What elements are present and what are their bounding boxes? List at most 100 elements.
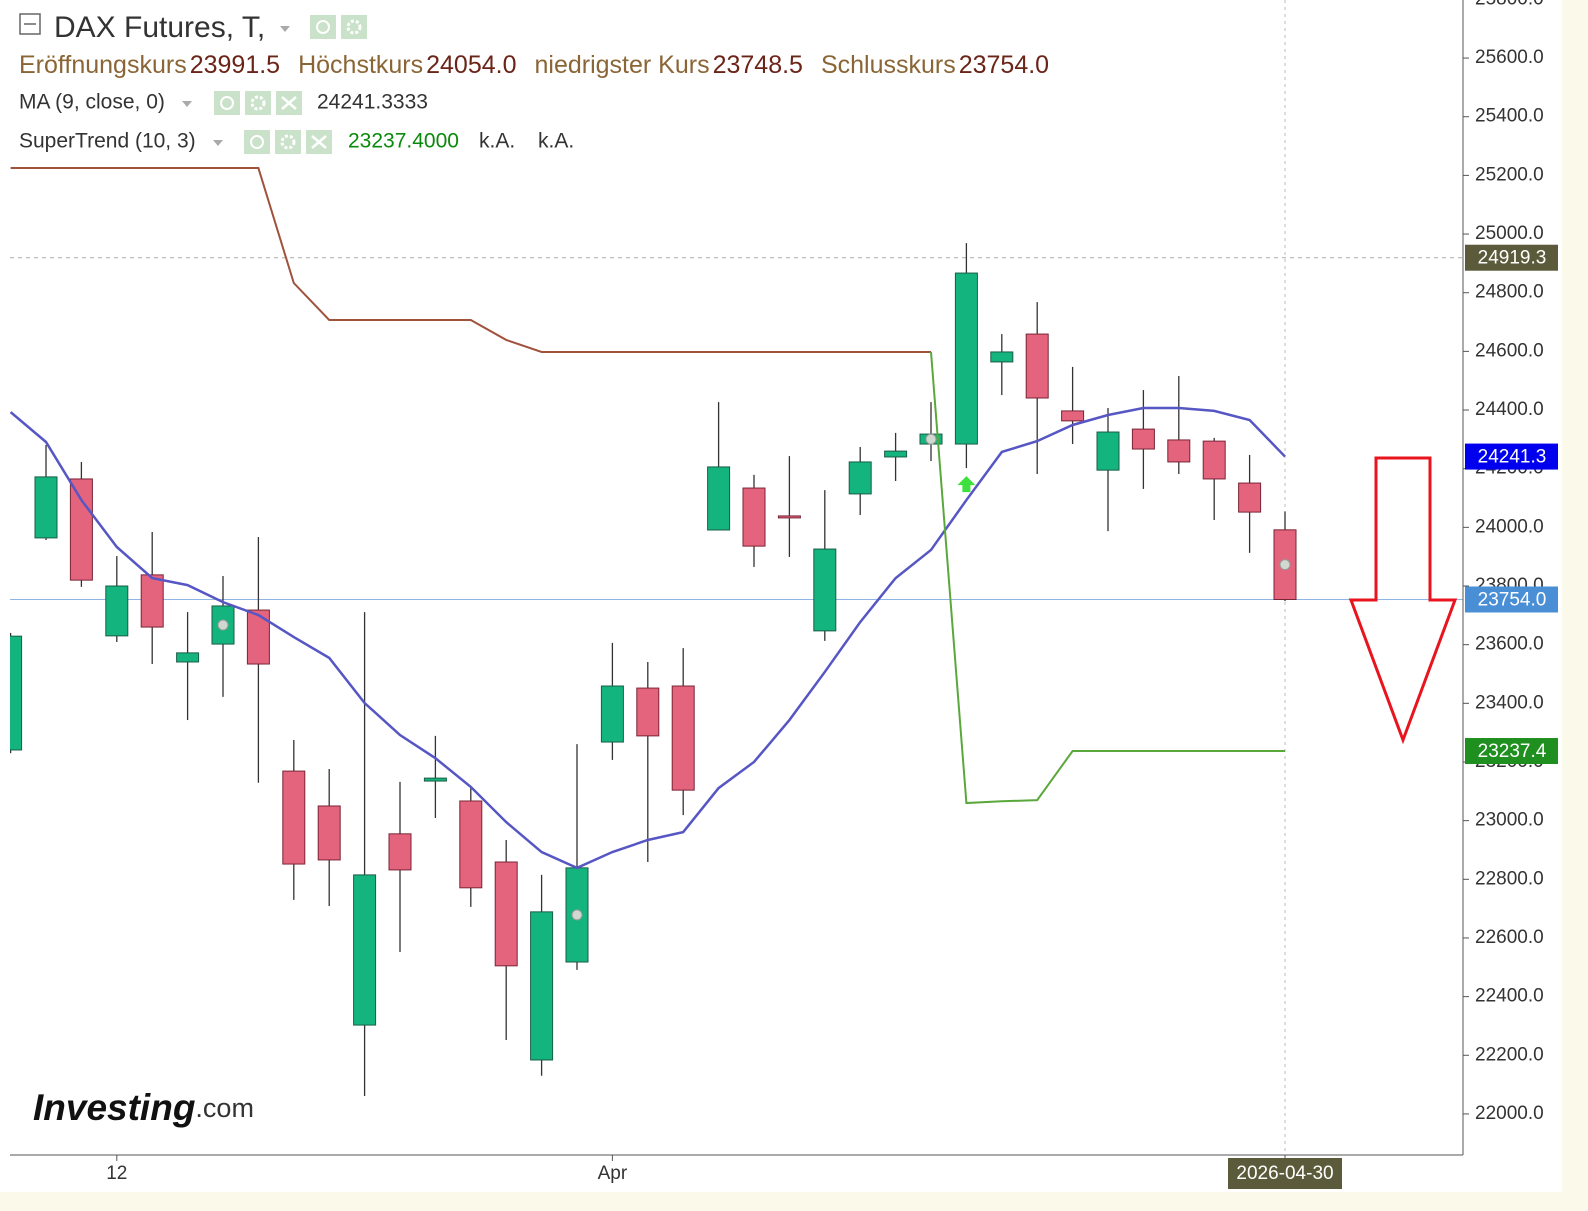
candle-body	[10, 635, 23, 751]
y-tick-label: 22400.0	[1475, 986, 1544, 1007]
settings-icon[interactable]	[341, 15, 367, 39]
ohlc-label: Eröffnungskurs	[19, 51, 187, 79]
price-tag	[1465, 738, 1558, 765]
supertrend-line	[10, 167, 931, 353]
y-tick-label: 22600.0	[1475, 927, 1544, 948]
candle-body	[742, 487, 766, 547]
x-tick-label: 2026-04-30	[1236, 1163, 1333, 1184]
candle-body	[636, 687, 660, 737]
remove-icon-glyph	[281, 96, 297, 110]
candle-body	[34, 476, 58, 539]
y-tick-label: 24400.0	[1475, 399, 1544, 420]
chart-title: DAX Futures, T,	[54, 11, 265, 44]
chart-background	[0, 0, 1562, 1192]
candle-body	[423, 777, 447, 782]
y-tick-label: 25600.0	[1475, 47, 1544, 68]
candle-body	[600, 685, 624, 743]
settings-icon-glyph	[346, 19, 362, 35]
candle-body	[1025, 333, 1049, 399]
dropdown-icon[interactable]	[213, 140, 223, 146]
legend-header: DAX Futures, T, Eröffnungskurs 23991.5 Höc…	[19, 11, 1049, 154]
event-marker	[925, 433, 937, 445]
dropdown-icon[interactable]	[182, 101, 192, 107]
settings-icon[interactable]	[275, 130, 301, 154]
candle-body	[494, 861, 518, 967]
settings-icon-glyph	[280, 134, 296, 150]
candle-body	[459, 800, 483, 889]
visibility-icon-glyph	[220, 96, 234, 110]
event-marker	[217, 619, 229, 631]
candle-body	[388, 833, 412, 871]
candle-body	[813, 548, 837, 632]
candle-body	[353, 874, 377, 1026]
candle-body	[1202, 440, 1226, 480]
ohlc-label: Höchstkurs	[298, 51, 423, 79]
candle-body	[777, 515, 801, 519]
x-tick-label: Apr	[598, 1163, 628, 1184]
visibility-icon[interactable]	[214, 91, 240, 115]
supertrend-line	[930, 351, 1285, 805]
ohlc-label: niedrigster Kurs	[535, 51, 710, 79]
supertrend-legend-value: k.A.	[479, 130, 515, 153]
supertrend-legend-value: 23237.4000	[348, 130, 459, 153]
price-tag	[1465, 443, 1558, 470]
candle-body	[282, 770, 306, 865]
watermark: Investing.com	[33, 1087, 254, 1128]
candle-body	[530, 911, 554, 1061]
collapse-icon[interactable]	[19, 13, 41, 35]
visibility-icon[interactable]	[310, 15, 336, 39]
x-tick-label: 12	[106, 1163, 127, 1184]
y-tick-label: 23000.0	[1475, 810, 1544, 831]
ma-legend-value: 24241.3333	[317, 91, 428, 114]
event-marker	[1279, 559, 1291, 571]
x-label-box	[1228, 1158, 1342, 1189]
candle-body	[1238, 482, 1262, 513]
ohlc-legend: Eröffnungskurs 23991.5 Höchstkurs 24054.0 ni…	[19, 51, 1049, 79]
y-tick-label: 24600.0	[1475, 340, 1544, 361]
candle-body	[140, 574, 164, 628]
candle-body	[317, 805, 341, 861]
ma-legend-name: MA (9, close, 0)	[19, 91, 165, 114]
plot-area	[10, 0, 1463, 1155]
y-tick-label: 25400.0	[1475, 106, 1544, 127]
y-tick-label: 22000.0	[1475, 1103, 1544, 1124]
candle-body	[671, 685, 695, 791]
y-tick-label: 25000.0	[1475, 223, 1544, 244]
visibility-icon[interactable]	[244, 130, 270, 154]
ohlc-value: 23754.0	[959, 51, 1049, 79]
candle-body	[954, 272, 978, 445]
settings-icon[interactable]	[245, 91, 271, 115]
visibility-icon-glyph	[250, 135, 264, 149]
candle-body	[707, 466, 731, 531]
watermark-suffix: .com	[195, 1093, 254, 1123]
y-tick-label: 23600.0	[1475, 634, 1544, 655]
candle-body	[884, 450, 908, 458]
ohlc-value: 23991.5	[190, 51, 280, 79]
ohlc-value: 23748.5	[713, 51, 803, 79]
candle-body	[848, 461, 872, 495]
price-tag-label: 23237.4	[1478, 741, 1547, 762]
price-tag-label: 24919.3	[1478, 248, 1547, 269]
y-tick-label: 24800.0	[1475, 282, 1544, 303]
candle-body	[105, 585, 129, 637]
axes: 22000.0 22200.0 22400.0 22600.0 22800.0 23000…	[106, 0, 1558, 1189]
supertrend-legend-name: SuperTrend (10, 3)	[19, 130, 196, 153]
dropdown-icon[interactable]	[280, 26, 290, 32]
candle-body	[69, 478, 93, 581]
y-tick-label: 24000.0	[1475, 516, 1544, 537]
ma-line	[10, 406, 1286, 870]
y-tick-label: 22800.0	[1475, 868, 1544, 889]
price-tag-label: 24241.3	[1478, 447, 1547, 468]
visibility-icon-glyph	[316, 20, 330, 34]
ohlc-value: 24054.0	[426, 51, 516, 79]
remove-icon-glyph	[311, 135, 327, 149]
watermark-brand: Investing	[33, 1087, 195, 1128]
event-marker	[571, 909, 583, 921]
signal-arrow	[957, 476, 976, 493]
candle-body	[1131, 428, 1155, 450]
price-tag	[1465, 244, 1558, 271]
annotation-arrow	[1348, 456, 1458, 745]
candle-body	[1061, 410, 1085, 422]
